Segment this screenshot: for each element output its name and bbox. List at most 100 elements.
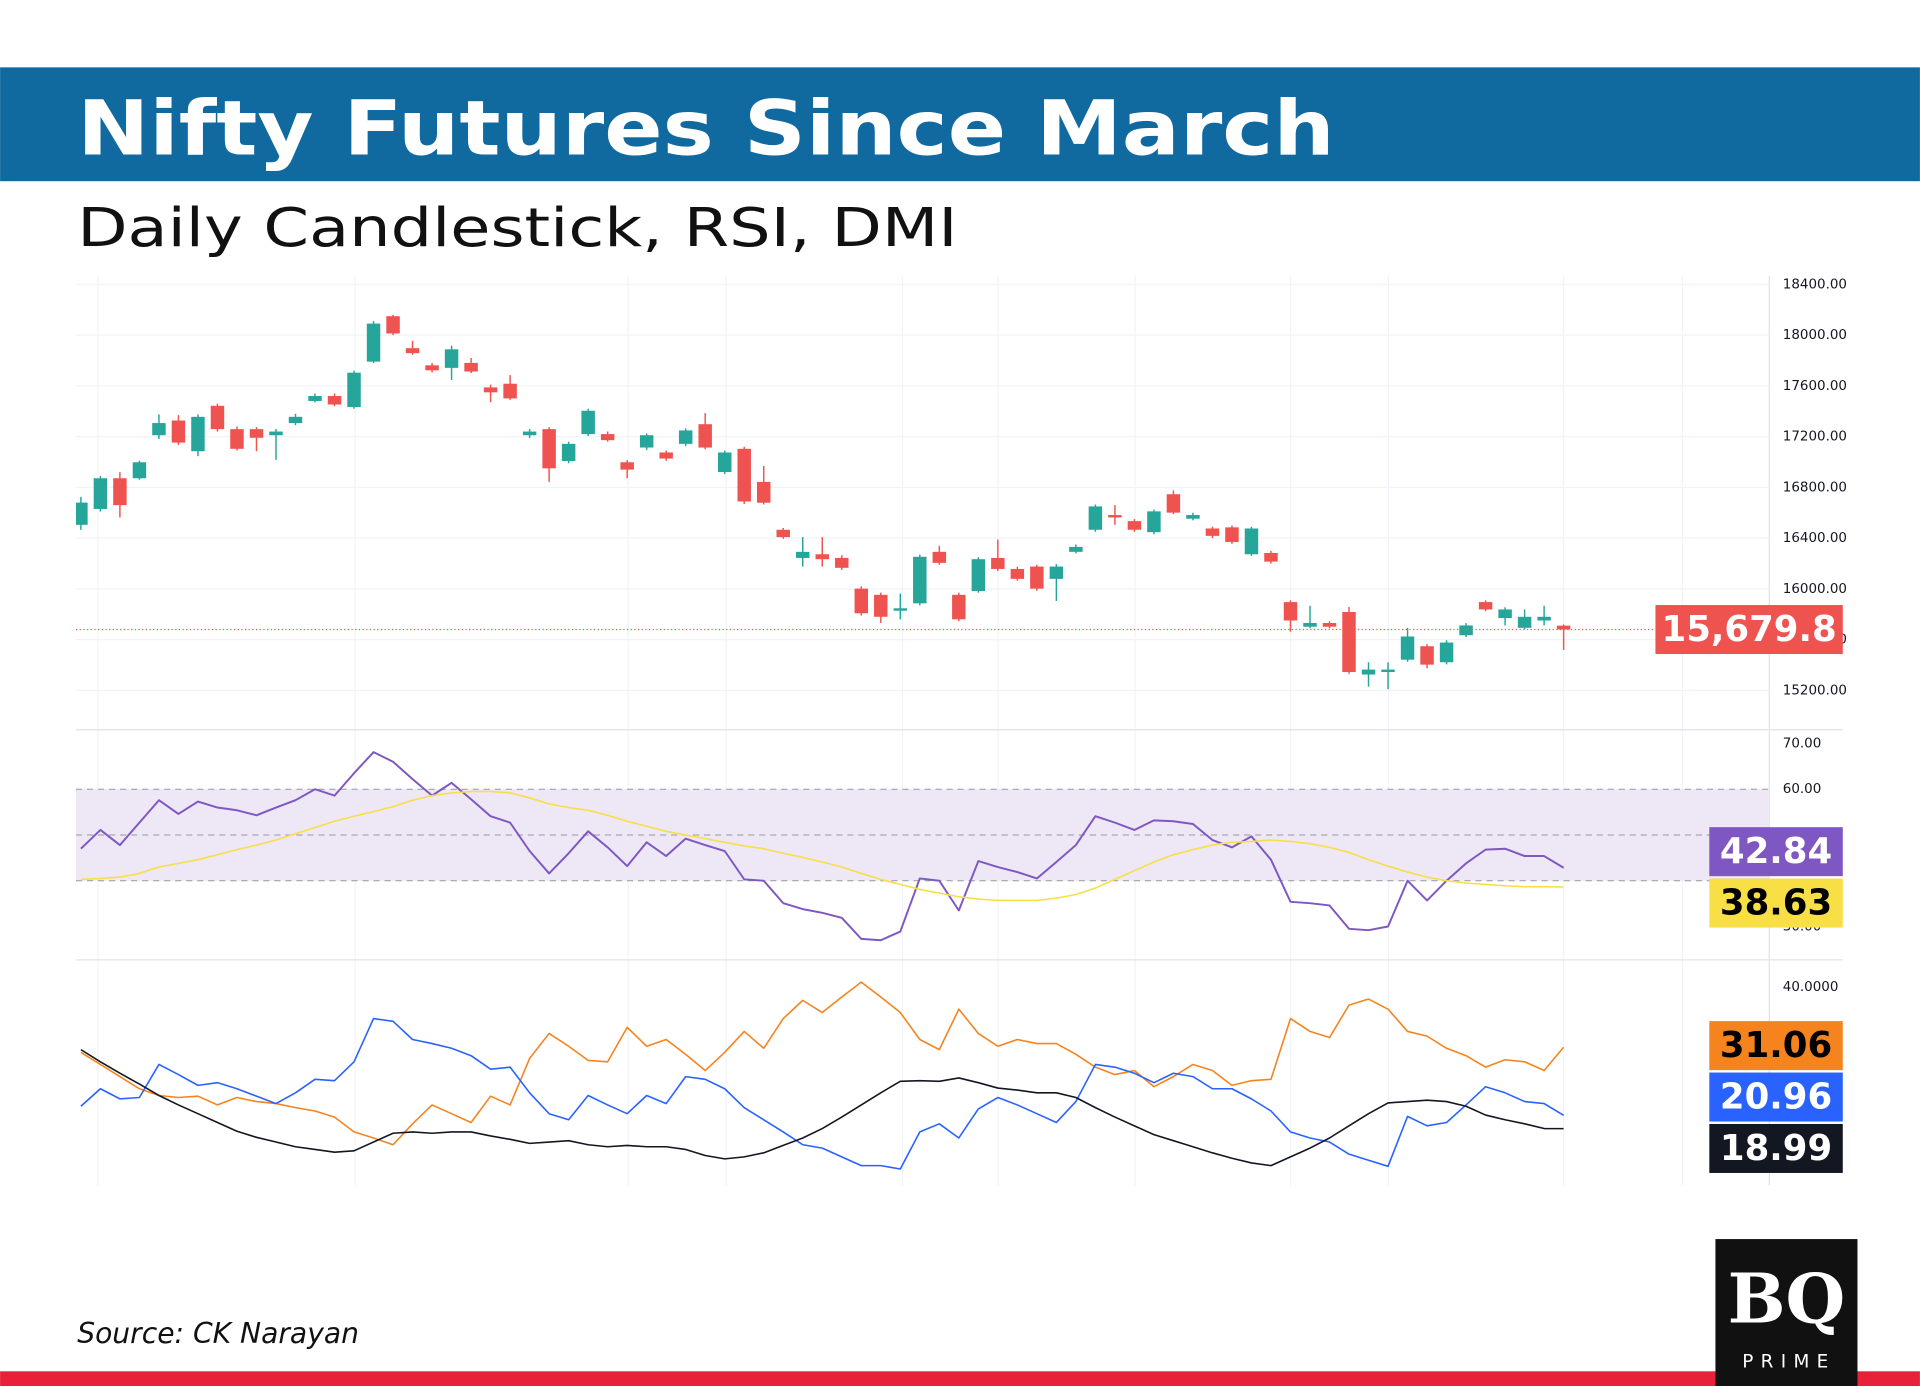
candle-body	[152, 423, 166, 436]
candle-body	[717, 452, 732, 473]
last-price-badge: 15,679.8	[1662, 609, 1837, 650]
candle-body	[1381, 669, 1395, 672]
candle-body	[561, 443, 576, 461]
badges: 15,679.8 42.84 38.63 31.06 20.96 18.99	[1655, 605, 1843, 1173]
series-line	[80, 1017, 1565, 1170]
candle-body	[1517, 616, 1532, 628]
last-value-badge: 38.63	[1720, 883, 1832, 924]
last-value-badge-box	[1709, 1072, 1843, 1122]
candle-body	[1556, 625, 1571, 630]
candle-body	[581, 410, 595, 435]
candle-body	[425, 365, 439, 371]
candle-body	[269, 431, 283, 436]
candle-body	[191, 416, 205, 452]
y-tick-label: 40.0000	[1783, 980, 1839, 995]
candle-body	[1342, 611, 1356, 672]
plot-area	[75, 283, 1770, 1170]
candle-body	[522, 431, 537, 436]
candle-body	[756, 481, 771, 503]
y-tick-label: 18000.00	[1783, 328, 1847, 343]
candle-body	[1537, 616, 1551, 621]
y-tick-label: 60.00	[1783, 782, 1822, 797]
y-tick-label: 16400.00	[1783, 531, 1847, 546]
last-value-badge-box	[1709, 1123, 1843, 1173]
grid	[75, 275, 1843, 1186]
candle-body	[659, 452, 673, 459]
candle-body	[249, 429, 264, 438]
last-value-badge: 20.96	[1720, 1077, 1832, 1118]
candle-body	[698, 424, 712, 448]
candle-body	[1205, 528, 1220, 536]
candle-body	[1166, 494, 1181, 513]
candle-body	[796, 551, 810, 558]
last-value-badge: 18.99	[1720, 1128, 1832, 1169]
last-value-badge-box	[1709, 878, 1843, 928]
candle-body	[620, 462, 634, 470]
candle-body	[1186, 515, 1200, 519]
chart-title: Nifty Futures Since March	[77, 84, 1334, 172]
candle-body	[932, 551, 947, 563]
candle-body	[386, 316, 400, 334]
candle-body	[171, 420, 186, 443]
chart-subtitle: Daily Candlestick, RSI, DMI	[77, 196, 957, 259]
candle-body	[444, 349, 459, 368]
candle-body	[971, 559, 986, 592]
logo-name: PRIME	[1742, 1352, 1835, 1373]
candle-body	[815, 554, 829, 560]
candle-body	[1459, 625, 1473, 636]
candle-body	[503, 383, 517, 399]
candle-body	[1498, 609, 1512, 619]
series-line	[80, 981, 1565, 1146]
y-tick-label: 16800.00	[1783, 480, 1847, 495]
candle-body	[1283, 602, 1298, 621]
candle-body	[93, 478, 108, 509]
candle-body	[952, 594, 966, 620]
logo-mark: BQ	[1728, 1259, 1846, 1339]
candle-body	[737, 448, 751, 502]
last-value-badge: 31.06	[1720, 1025, 1832, 1066]
candle-body	[1264, 552, 1278, 562]
candle-body	[483, 387, 498, 393]
candle-body	[464, 362, 478, 372]
candle-body	[1147, 511, 1161, 533]
y-tick-label: 15200.00	[1783, 683, 1847, 698]
last-value-badge-box	[1709, 1021, 1843, 1071]
candle-body	[347, 372, 361, 408]
last-price-badge-box	[1655, 605, 1843, 655]
candle-body	[308, 396, 322, 401]
candle-body	[874, 594, 888, 617]
y-tick-label: 17200.00	[1783, 430, 1847, 445]
candle-body	[1069, 546, 1083, 552]
series-line	[80, 1048, 1564, 1167]
candle-body	[1108, 515, 1122, 518]
candle-body	[1400, 636, 1415, 660]
candle-body	[327, 396, 342, 405]
footer-strip	[0, 1371, 1920, 1386]
candle-body	[1322, 623, 1337, 627]
y-tick-label: 17600.00	[1783, 379, 1847, 394]
candle-body	[600, 434, 615, 441]
candle-body	[893, 608, 908, 611]
candle-body	[1225, 527, 1239, 542]
candle-body	[1088, 506, 1103, 530]
series-line	[80, 751, 1565, 942]
candle-body	[639, 435, 654, 448]
candle-body	[913, 556, 927, 604]
candle-body	[1049, 566, 1064, 579]
last-value-badge: 42.84	[1720, 831, 1832, 872]
candle-body	[1361, 669, 1376, 675]
candle-body	[678, 430, 693, 444]
y-tick-label: 70.00	[1783, 736, 1822, 751]
title-banner	[0, 67, 1920, 182]
candle-body	[1010, 568, 1025, 579]
candle-body	[1030, 566, 1044, 589]
candle-body	[75, 502, 88, 525]
candle-body	[835, 557, 849, 568]
logo-box	[1715, 1239, 1858, 1386]
candle-body	[1127, 521, 1142, 530]
source-note: Source: CK Narayan	[77, 1317, 359, 1350]
candle-body	[1303, 623, 1317, 627]
